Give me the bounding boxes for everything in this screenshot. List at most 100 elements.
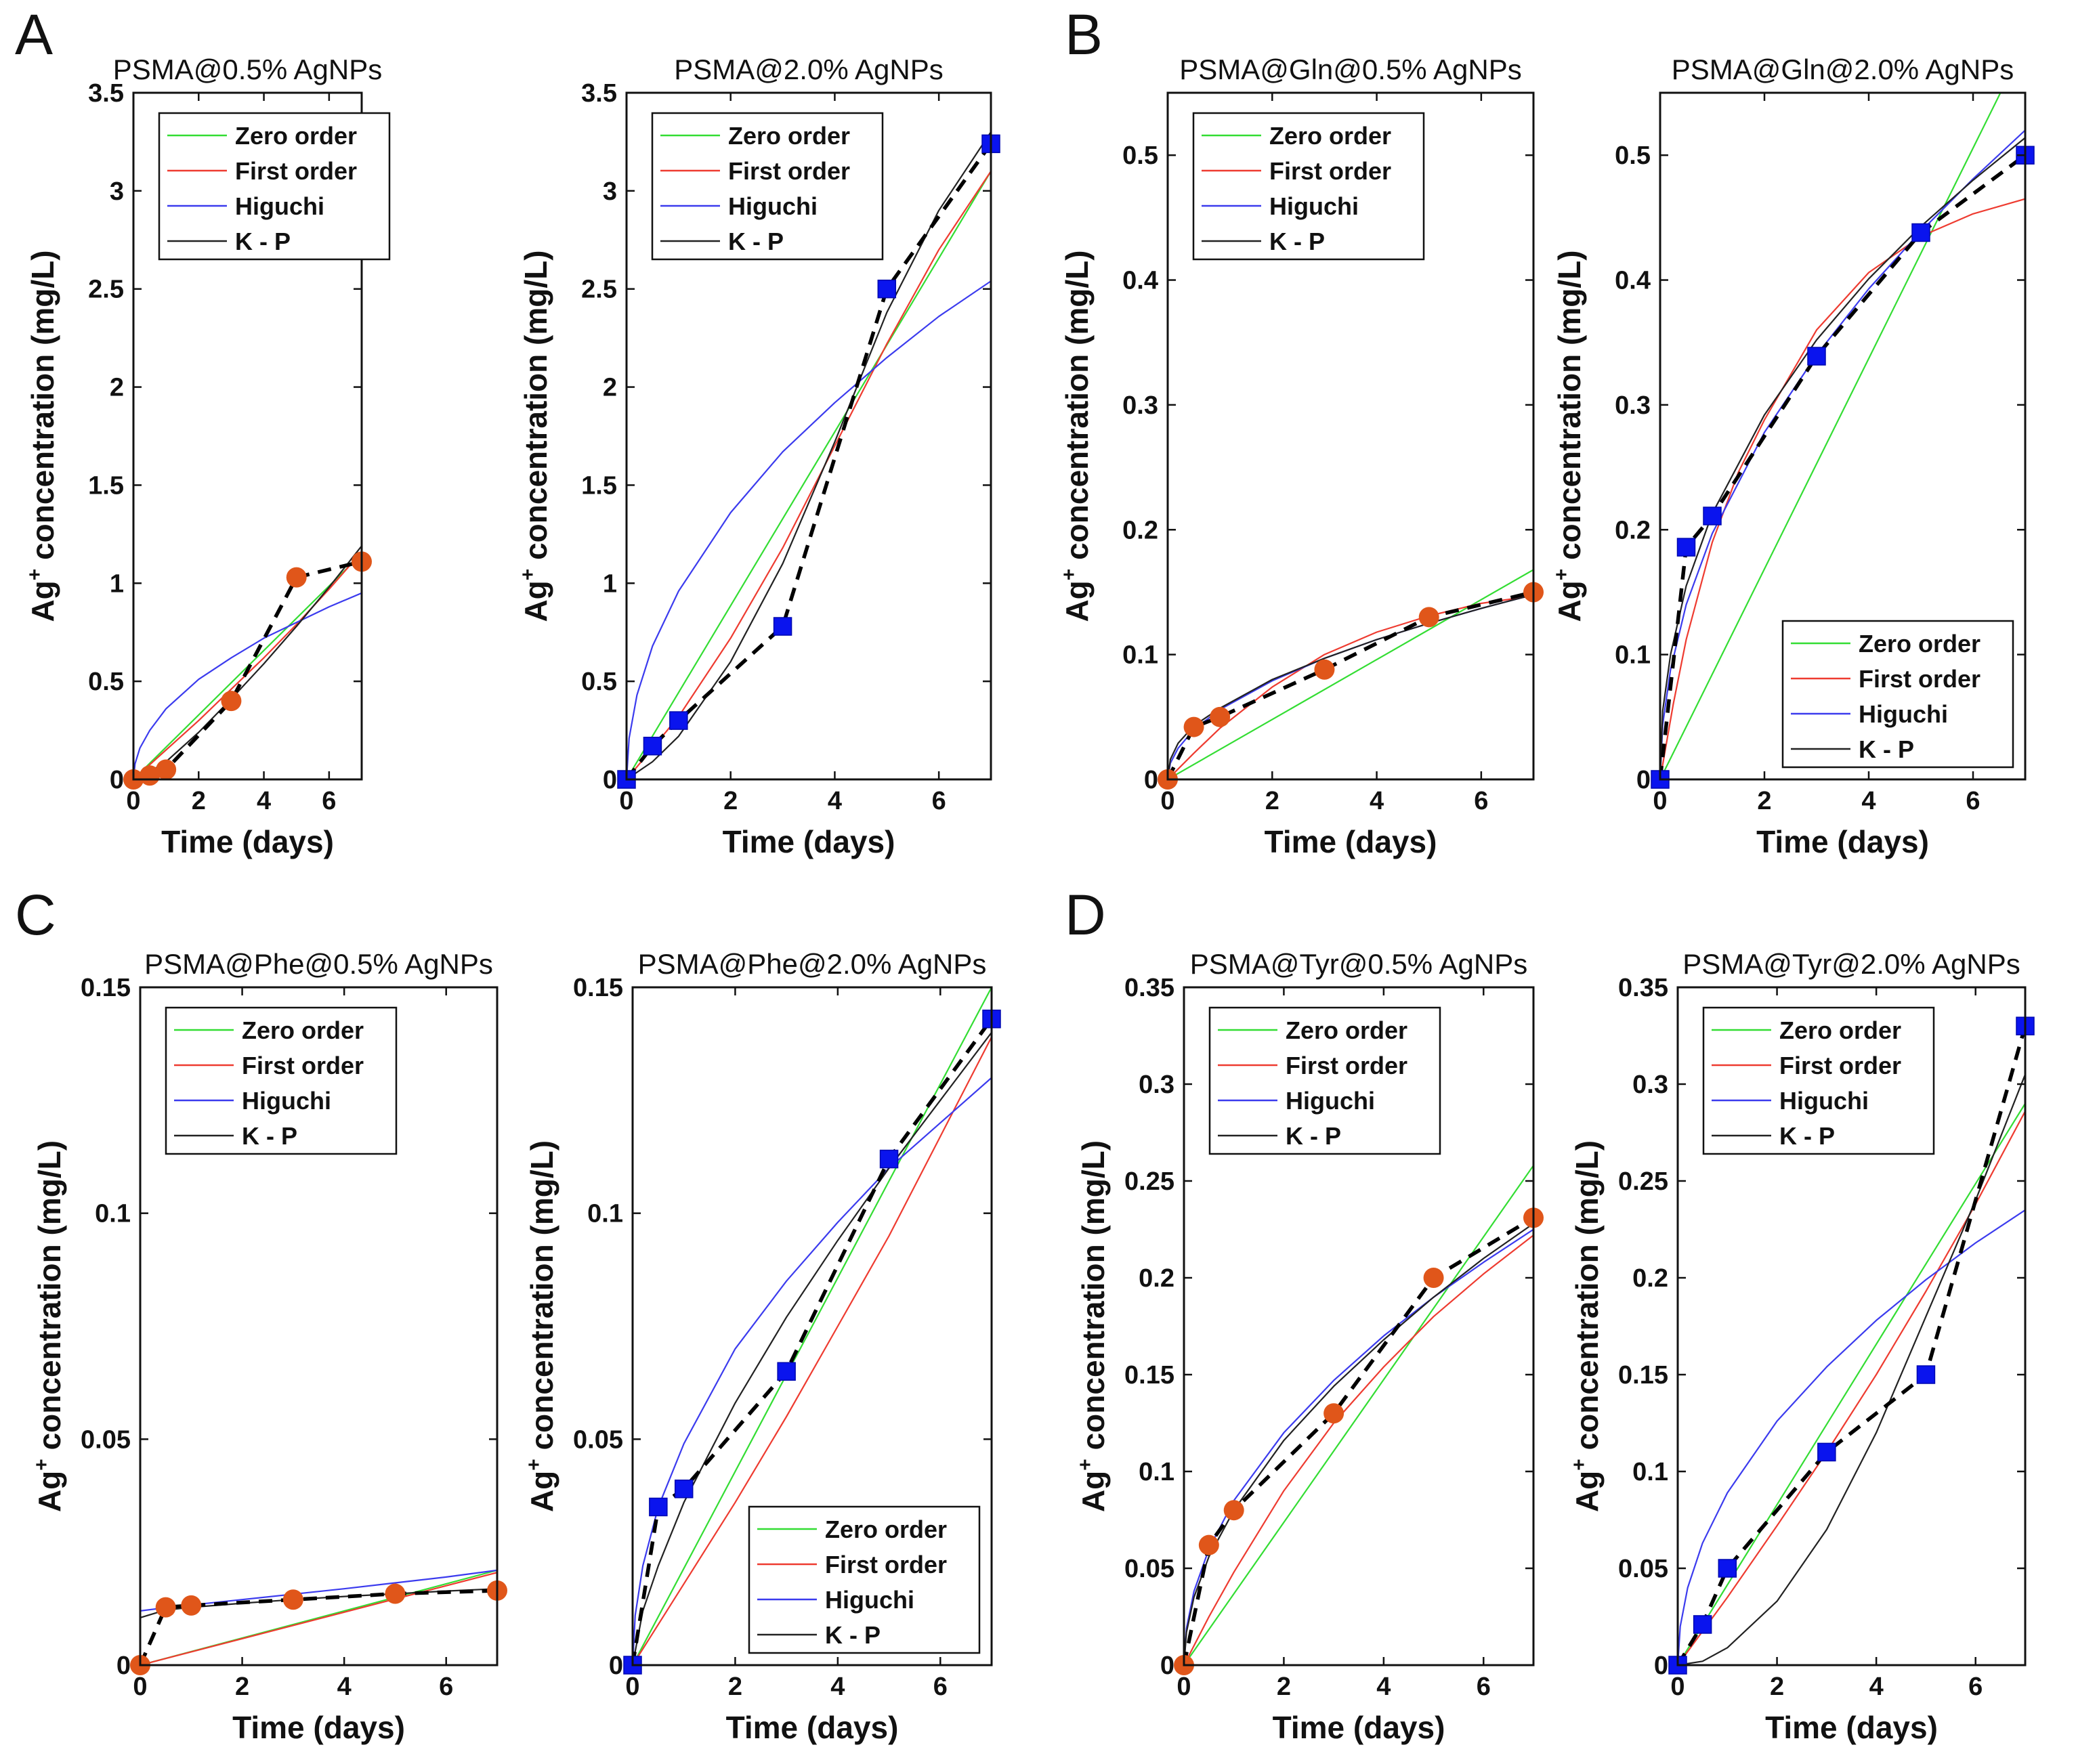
y-tick-label-a2-4: 2 bbox=[603, 374, 617, 402]
axes-frame-d2 bbox=[1676, 986, 2027, 1666]
series-line-higuchi-d2 bbox=[1678, 1209, 2025, 1665]
legend-label-kp-a1: K - P bbox=[235, 228, 291, 255]
x-tick-label-a1-3: 6 bbox=[322, 787, 336, 815]
y-tick-label-d1-0: 0 bbox=[1160, 1652, 1174, 1680]
data-point-square-c2-4 bbox=[879, 1149, 899, 1169]
y-tick-label-b2-1: 0.1 bbox=[1615, 641, 1651, 670]
legend-box-a2 bbox=[651, 112, 884, 261]
legend-label-higuchi-a1: Higuchi bbox=[235, 192, 324, 220]
legend-label-first-order-c1: First order bbox=[242, 1052, 364, 1079]
legend-label-kp-b2: K - P bbox=[1859, 735, 1914, 763]
x-tick-label-b2-2: 4 bbox=[1861, 787, 1876, 815]
y-tick-label-a2-0: 0 bbox=[603, 766, 617, 794]
y-axis-label-superscript: + bbox=[30, 1459, 53, 1471]
y-axis-label-rest: concentration (mg/L) bbox=[1076, 1140, 1111, 1459]
y-axis-label-ag: Ag bbox=[25, 580, 60, 622]
y-tick-label-d1-6: 0.3 bbox=[1139, 1071, 1174, 1099]
legend-label-zero-order-c1: Zero order bbox=[242, 1016, 364, 1044]
experimental-dashed-line-a1 bbox=[133, 559, 362, 781]
series-line-kp-c2 bbox=[633, 1032, 992, 1665]
legend-label-zero-order-d2: Zero order bbox=[1779, 1016, 1901, 1044]
data-point-square-a2-2 bbox=[669, 711, 688, 730]
y-axis-label-superscript: + bbox=[517, 569, 539, 581]
data-point-square-a2-3 bbox=[773, 617, 792, 636]
y-tick-label-a1-3: 1.5 bbox=[88, 471, 124, 500]
y-tick-label-d1-7: 0.35 bbox=[1124, 974, 1174, 1002]
y-tick-label-a1-0: 0 bbox=[110, 766, 124, 794]
y-tick-label-d2-4: 0.2 bbox=[1632, 1264, 1668, 1293]
x-tick-label-d1-3: 6 bbox=[1477, 1673, 1491, 1701]
legend-label-first-order-c2: First order bbox=[825, 1551, 947, 1578]
x-tick-label-b1-3: 6 bbox=[1474, 787, 1488, 815]
axes-frame-c2 bbox=[631, 986, 993, 1666]
y-tick-label-a1-6: 3 bbox=[110, 177, 124, 206]
x-tick-label-a1-0: 0 bbox=[126, 787, 140, 815]
y-tick-label-d1-1: 0.05 bbox=[1124, 1555, 1174, 1583]
y-tick-label-d2-7: 0.35 bbox=[1618, 974, 1668, 1002]
series-line-first-order-c2 bbox=[633, 1036, 992, 1665]
legend-label-first-order-a2: First order bbox=[728, 157, 850, 185]
legend-box-b1 bbox=[1192, 112, 1425, 261]
y-axis-label-rest: concentration (mg/L) bbox=[1552, 250, 1587, 568]
legend-label-first-order-b2: First order bbox=[1859, 665, 1980, 693]
legend-box-d2 bbox=[1702, 1006, 1935, 1155]
data-point-square-b2-2 bbox=[1703, 507, 1722, 525]
y-axis-label-d1: Ag+ concentration (mg/L) bbox=[1074, 1140, 1111, 1512]
data-point-circle-d1-3 bbox=[1323, 1403, 1344, 1424]
x-tick-label-b2-3: 6 bbox=[1966, 787, 1980, 815]
experimental-dashed-line-c1 bbox=[138, 1589, 498, 1666]
series-line-zero-order-b1 bbox=[1168, 569, 1533, 779]
legend-label-first-order-a1: First order bbox=[235, 157, 357, 185]
subplot-b1: PSMA@Gln@0.5% AgNPs 0 2 4 6 0 0.1 0.2 0.3 0.4 0.5 T… bbox=[1058, 53, 1544, 859]
data-point-circle-d1-4 bbox=[1423, 1268, 1444, 1288]
legend-label-zero-order-a2: Zero order bbox=[728, 122, 850, 150]
y-tick-label-d2-2: 0.1 bbox=[1632, 1458, 1668, 1486]
y-tick-label-a2-1: 0.5 bbox=[581, 668, 617, 696]
data-point-square-d2-4 bbox=[1916, 1365, 1936, 1384]
x-tick-label-a2-0: 0 bbox=[619, 787, 633, 815]
subplot-c2: PSMA@Phe@2.0% AgNPs 0 2 4 6 0 0.05 0.1 0.15 Time … bbox=[523, 948, 1001, 1745]
legend-b1: Zero order First order Higuchi K - P bbox=[1192, 112, 1425, 261]
y-tick-label-d2-3: 0.15 bbox=[1618, 1361, 1668, 1390]
y-tick-label-b1-5: 0.5 bbox=[1122, 142, 1158, 170]
legend-label-first-order-d2: First order bbox=[1779, 1052, 1901, 1079]
legend-box-c1 bbox=[165, 1006, 398, 1155]
y-axis-label-ag: Ag bbox=[524, 1471, 559, 1512]
y-tick-label-b2-5: 0.5 bbox=[1615, 142, 1651, 170]
y-axis-label-b1: Ag+ concentration (mg/L) bbox=[1058, 250, 1095, 622]
x-tick-label-c2-3: 6 bbox=[933, 1673, 948, 1701]
panel-letter-d: D bbox=[1065, 883, 1106, 947]
data-point-circle-a1-1 bbox=[140, 765, 161, 786]
data-point-square-a2-4 bbox=[877, 279, 897, 299]
x-tick-label-d2-2: 4 bbox=[1869, 1673, 1884, 1701]
series-line-higuchi-d1 bbox=[1184, 1228, 1533, 1665]
chart-title-b2: PSMA@Gln@2.0% AgNPs bbox=[1672, 53, 2014, 85]
legend-label-first-order-d1: First order bbox=[1286, 1052, 1407, 1079]
legend-label-kp-a2: K - P bbox=[728, 228, 784, 255]
panel-letter-c: C bbox=[15, 883, 56, 947]
legend-label-kp-d2: K - P bbox=[1779, 1122, 1835, 1150]
legend-a2: Zero order First order Higuchi K - P bbox=[651, 112, 884, 261]
series-line-first-order-c1 bbox=[140, 1572, 497, 1665]
y-axis-label-rest: concentration (mg/L) bbox=[524, 1140, 559, 1459]
y-tick-label-c2-3: 0.15 bbox=[573, 974, 623, 1002]
x-axis-label-b1: Time (days) bbox=[1265, 824, 1437, 859]
x-tick-label-b2-1: 2 bbox=[1757, 787, 1771, 815]
x-tick-label-d1-2: 4 bbox=[1376, 1673, 1391, 1701]
series-line-zero-order-b2 bbox=[1660, 93, 2001, 779]
x-tick-label-d1-0: 0 bbox=[1177, 1673, 1191, 1701]
subplot-a2: PSMA@2.0% AgNPs 0 2 4 6 0 0.5 1 1.5 2 2.5 3 3.5 Time … bbox=[517, 53, 1000, 859]
experimental-dashed-line-d2 bbox=[1676, 1025, 2027, 1666]
y-tick-label-a2-7: 3.5 bbox=[581, 79, 617, 108]
experimental-dashed-line-c2 bbox=[631, 1018, 994, 1666]
series-line-zero-order-a2 bbox=[627, 171, 991, 779]
data-point-circle-b1-1 bbox=[1183, 716, 1204, 737]
data-point-circle-b1-3 bbox=[1314, 659, 1335, 680]
y-tick-label-b1-2: 0.2 bbox=[1122, 516, 1158, 544]
chart-title-b1: PSMA@Gln@0.5% AgNPs bbox=[1179, 53, 1521, 85]
legend-label-higuchi-b2: Higuchi bbox=[1859, 700, 1948, 728]
legend-label-first-order-b1: First order bbox=[1269, 157, 1391, 185]
y-tick-label-d2-5: 0.25 bbox=[1618, 1167, 1668, 1196]
model-curves-a2 bbox=[627, 131, 991, 779]
